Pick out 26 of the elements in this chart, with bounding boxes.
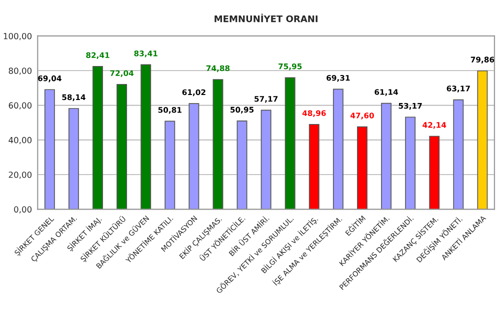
bar [236, 120, 248, 210]
y-tick-label: 100,00 [4, 32, 32, 40]
y-tick-label: 60,00 [8, 102, 32, 110]
bar [357, 126, 368, 210]
bar [381, 102, 392, 210]
y-tick-label: 40,00 [8, 136, 32, 144]
y-tick-label: 20,00 [8, 172, 32, 179]
bar [453, 99, 464, 210]
y-tick-label: 0,00 [14, 206, 32, 214]
bar [44, 89, 55, 210]
bar [68, 108, 79, 210]
bar [164, 120, 176, 210]
bar [477, 70, 488, 210]
bar [260, 110, 272, 210]
bar [188, 103, 200, 210]
bar [284, 77, 296, 210]
bar [116, 84, 128, 210]
bar [405, 116, 416, 210]
bar [92, 66, 103, 210]
bar [332, 88, 344, 210]
chart-title: MEMNUNİYET ORANI [214, 14, 318, 22]
bar [308, 124, 320, 210]
bar [140, 64, 152, 210]
y-tick-label: 80,00 [8, 68, 32, 75]
bar [212, 79, 224, 210]
bar [429, 136, 440, 210]
